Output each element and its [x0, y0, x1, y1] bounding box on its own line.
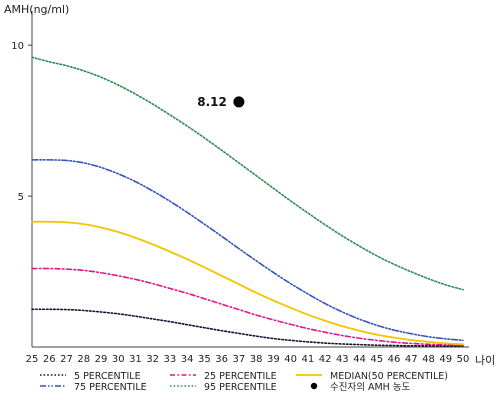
- x-tick-label: 28: [77, 354, 90, 365]
- legend-label: 75 PERCENTILE: [74, 382, 147, 393]
- x-tick-label: 40: [284, 354, 297, 365]
- y-tick-label: 5: [18, 192, 24, 203]
- x-tick-label: 25: [26, 354, 39, 365]
- series-line-75-percentile: [31, 159, 464, 342]
- legend-item: 5 PERCENTILE: [40, 371, 141, 382]
- series-line-25-percentile: [31, 267, 464, 347]
- legend-label: 95 PERCENTILE: [204, 382, 277, 393]
- legend-label: 25 PERCENTILE: [204, 371, 277, 382]
- legend: 5 PERCENTILE 25 PERCENTILE MEDIAN(50 PERCE…: [40, 371, 448, 393]
- series-line-5-percentile: [31, 308, 464, 347]
- x-tick-label: 43: [336, 354, 349, 365]
- marker-layer: 8.12: [197, 95, 245, 109]
- legend-label: 수진자의 AMH 농도: [330, 382, 411, 393]
- x-tick-label: 26: [43, 354, 56, 365]
- x-tick-label: 31: [129, 354, 142, 365]
- series-layer: [31, 56, 464, 347]
- legend-item: 25 PERCENTILE: [170, 371, 277, 382]
- series-line-95-percentile: [31, 56, 464, 291]
- x-tick-label: 48: [422, 354, 435, 365]
- y-tick-label: 10: [11, 41, 24, 52]
- x-tick-label: 44: [353, 354, 366, 365]
- y-axis-title: AMH(ng/ml): [4, 3, 69, 16]
- x-tick-label: 38: [250, 354, 263, 365]
- x-tick-label: 27: [60, 354, 73, 365]
- x-tick-label: 33: [164, 354, 177, 365]
- x-tick-label: 37: [233, 354, 246, 365]
- x-tick-label: 47: [405, 354, 418, 365]
- x-tick-label: 46: [388, 354, 401, 365]
- legend-marker: [310, 382, 318, 390]
- legend-item: 75 PERCENTILE: [40, 382, 147, 393]
- legend-item: 95 PERCENTILE: [170, 382, 277, 393]
- x-tick-label: 32: [146, 354, 159, 365]
- x-tick-label: 30: [112, 354, 125, 365]
- x-tick-label: 49: [439, 354, 452, 365]
- axes: AMH(ng/ml) 5 10 25 26 27 28 29 30 31 32 33 34 35 36 37 3…: [4, 3, 495, 367]
- x-tick-label: 50: [457, 354, 470, 365]
- x-tick-label: 29: [95, 354, 108, 365]
- x-tick-label: 41: [301, 354, 314, 365]
- x-tick-label: 36: [215, 354, 228, 365]
- legend-item: MEDIAN(50 PERCENTILE): [296, 371, 448, 382]
- legend-label: MEDIAN(50 PERCENTILE): [330, 371, 448, 382]
- legend-label: 5 PERCENTILE: [74, 371, 141, 382]
- x-tick-label: 39: [267, 354, 280, 365]
- legend-item: 수진자의 AMH 농도: [310, 382, 411, 393]
- series-line-median-50-percentile: [31, 220, 464, 346]
- x-axis-title: 나이: [475, 354, 495, 367]
- x-tick-label: 42: [319, 354, 332, 365]
- patient-amh-point: [233, 96, 245, 108]
- x-tick-label: 35: [198, 354, 211, 365]
- x-tick-label: 45: [370, 354, 383, 365]
- x-tick-label: 34: [181, 354, 194, 365]
- patient-amh-label: 8.12: [197, 95, 227, 109]
